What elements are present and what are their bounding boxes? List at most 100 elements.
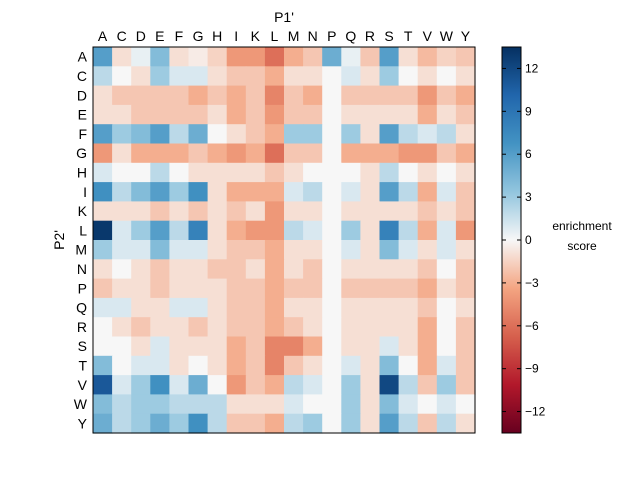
heatmap-cell-L-T: [398, 220, 419, 241]
heatmap-cell-H-G: [188, 162, 209, 183]
heatmap-cell-I-A: [93, 182, 113, 202]
heatmap-cell-R-I: [226, 317, 247, 338]
heatmap-cell-M-D: [131, 240, 151, 260]
heatmap-cell-A-F: [169, 47, 190, 67]
heatmap-cell-Q-F: [169, 297, 190, 318]
heatmap-cell-N-Y: [455, 259, 476, 280]
heatmap-cell-D-A: [93, 85, 113, 106]
heatmap-cell-I-N: [303, 182, 323, 202]
x-tick-label-S: S: [384, 28, 393, 44]
heatmap-cell-W-N: [303, 394, 323, 415]
heatmap-cell-K-C: [112, 201, 132, 222]
heatmap-cell-Y-L: [264, 413, 285, 434]
heatmap-cell-D-M: [284, 85, 304, 106]
colorbar-tick-label: 0: [525, 233, 532, 247]
heatmap-cell-G-K: [245, 143, 266, 164]
heatmap-cell-I-W: [436, 182, 457, 202]
heatmap-cell-D-P: [322, 85, 342, 106]
heatmap-cell-C-K: [245, 66, 266, 87]
heatmap-cell-W-C: [112, 394, 132, 415]
heatmap-cell-S-K: [245, 336, 266, 357]
heatmap-cell-C-R: [360, 66, 381, 87]
heatmap-cell-G-L: [264, 143, 285, 164]
heatmap-cell-N-K: [245, 259, 266, 280]
heatmap-cell-Q-V: [417, 297, 438, 318]
heatmap-cell-A-G: [188, 47, 209, 67]
heatmap-cell-N-L: [264, 259, 285, 280]
heatmap-cell-Y-D: [131, 413, 151, 434]
colorbar-tick-label: 9: [525, 104, 532, 118]
heatmap-cell-H-Q: [341, 162, 361, 183]
heatmap-cell-Q-W: [436, 297, 457, 318]
heatmap-cell-Q-M: [284, 297, 304, 318]
heatmap-cell-Y-I: [226, 413, 247, 434]
x-tick-label-T: T: [404, 28, 413, 44]
heatmap-cell-P-P: [322, 278, 342, 299]
heatmap-cell-S-H: [207, 336, 228, 357]
heatmap-cell-G-E: [150, 143, 170, 164]
heatmap-cell-F-V: [417, 124, 438, 145]
heatmap-cell-V-V: [417, 375, 438, 395]
heatmap-cell-S-P: [322, 336, 342, 357]
heatmap-cell-K-K: [245, 201, 266, 222]
heatmap-cell-D-C: [112, 85, 132, 106]
y-axis-label: P2': [51, 230, 67, 250]
heatmap-cell-S-I: [226, 336, 247, 357]
heatmap-cell-L-P: [322, 220, 342, 241]
heatmap-cell-R-K: [245, 317, 266, 338]
heatmap-cell-K-M: [284, 201, 304, 222]
heatmap-cell-W-R: [360, 394, 381, 415]
heatmap-cell-S-L: [264, 336, 285, 357]
heatmap-cell-Q-R: [360, 297, 381, 318]
heatmap-cell-H-F: [169, 162, 190, 183]
y-tick-label-V: V: [78, 377, 88, 393]
heatmap-cell-H-R: [360, 162, 381, 183]
heatmap-cell-P-H: [207, 278, 228, 299]
heatmap-cell-V-I: [226, 375, 247, 395]
x-tick-label-R: R: [365, 28, 375, 44]
heatmap-cell-I-M: [284, 182, 304, 202]
heatmap-cell-P-I: [226, 278, 247, 299]
heatmap-cell-E-F: [169, 104, 190, 125]
heatmap-cell-A-L: [264, 47, 285, 67]
x-tick-label-E: E: [155, 28, 164, 44]
heatmap-cell-F-D: [131, 124, 151, 145]
heatmap-cell-C-P: [322, 66, 342, 87]
heatmap-cell-L-C: [112, 220, 132, 241]
heatmap-cell-D-V: [417, 85, 438, 106]
heatmap-cell-H-W: [436, 162, 457, 183]
heatmap-cell-A-Y: [455, 47, 476, 67]
heatmap-cell-Q-L: [264, 297, 285, 318]
heatmap-cell-V-H: [207, 375, 228, 395]
heatmap-cell-M-Q: [341, 240, 361, 260]
heatmap-cell-Y-A: [93, 413, 113, 434]
heatmap-cell-I-V: [417, 182, 438, 202]
heatmap-cell-H-E: [150, 162, 170, 183]
y-tick-label-P: P: [78, 280, 87, 296]
heatmap-cell-N-D: [131, 259, 151, 280]
heatmap-cell-R-P: [322, 317, 342, 338]
heatmap-cell-R-F: [169, 317, 190, 338]
heatmap-cell-P-R: [360, 278, 381, 299]
heatmap-cell-M-H: [207, 240, 228, 260]
heatmap-cell-A-C: [112, 47, 132, 67]
heatmap-cell-R-A: [93, 317, 113, 338]
heatmap-cell-A-I: [226, 47, 247, 67]
heatmap-cell-W-E: [150, 394, 170, 415]
heatmap-cell-R-G: [188, 317, 209, 338]
heatmap-cell-V-S: [379, 375, 400, 395]
heatmap-cell-A-P: [322, 47, 342, 67]
y-tick-label-M: M: [75, 242, 87, 258]
heatmap-cell-D-W: [436, 85, 457, 106]
heatmap-cell-C-H: [207, 66, 228, 87]
heatmap-cell-P-V: [417, 278, 438, 299]
heatmap-cell-H-P: [322, 162, 342, 183]
heatmap-cell-Q-Y: [455, 297, 476, 318]
heatmap-cell-D-R: [360, 85, 381, 106]
heatmap-cell-L-F: [169, 220, 190, 241]
heatmap-cell-M-G: [188, 240, 209, 260]
heatmap-cell-N-C: [112, 259, 132, 280]
heatmap-cell-E-G: [188, 104, 209, 125]
heatmap-cell-D-G: [188, 85, 209, 106]
